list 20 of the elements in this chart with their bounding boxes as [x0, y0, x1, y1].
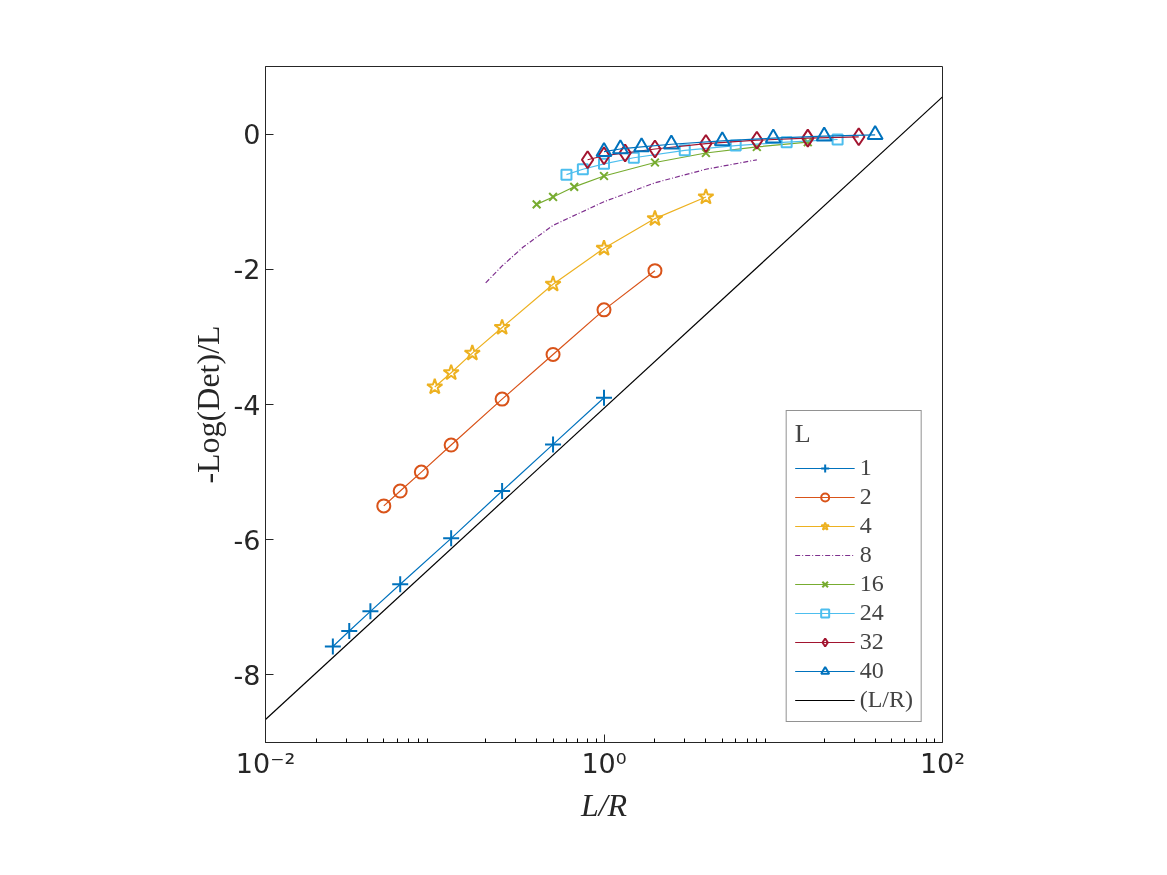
- y-tick-label: -2: [233, 254, 261, 286]
- y-tick-label: -4: [233, 389, 261, 421]
- legend-label: (L/R): [859, 686, 913, 713]
- x-tick-label: 10⁻²: [235, 747, 296, 779]
- y-axis-title: -Log(Det)/L: [189, 325, 226, 484]
- y-tick-label: 0: [243, 119, 261, 151]
- y-tick-label: -6: [233, 524, 261, 556]
- x-tick-label: 10²: [919, 747, 966, 779]
- legend-label: 8: [859, 541, 873, 568]
- y-tick-label: -8: [233, 659, 261, 691]
- legend-label: 16: [859, 570, 884, 597]
- legend-label: 4: [859, 512, 873, 539]
- legend-label: 32: [859, 628, 884, 655]
- x-tick-label: 10⁰: [581, 747, 627, 779]
- x-axis-title: L/R: [579, 786, 628, 823]
- legend-label: 24: [859, 599, 884, 626]
- legend-label: 40: [859, 657, 884, 684]
- legend-title: L: [794, 419, 812, 449]
- legend-label: 2: [859, 483, 873, 510]
- legend-label: 1: [859, 454, 873, 481]
